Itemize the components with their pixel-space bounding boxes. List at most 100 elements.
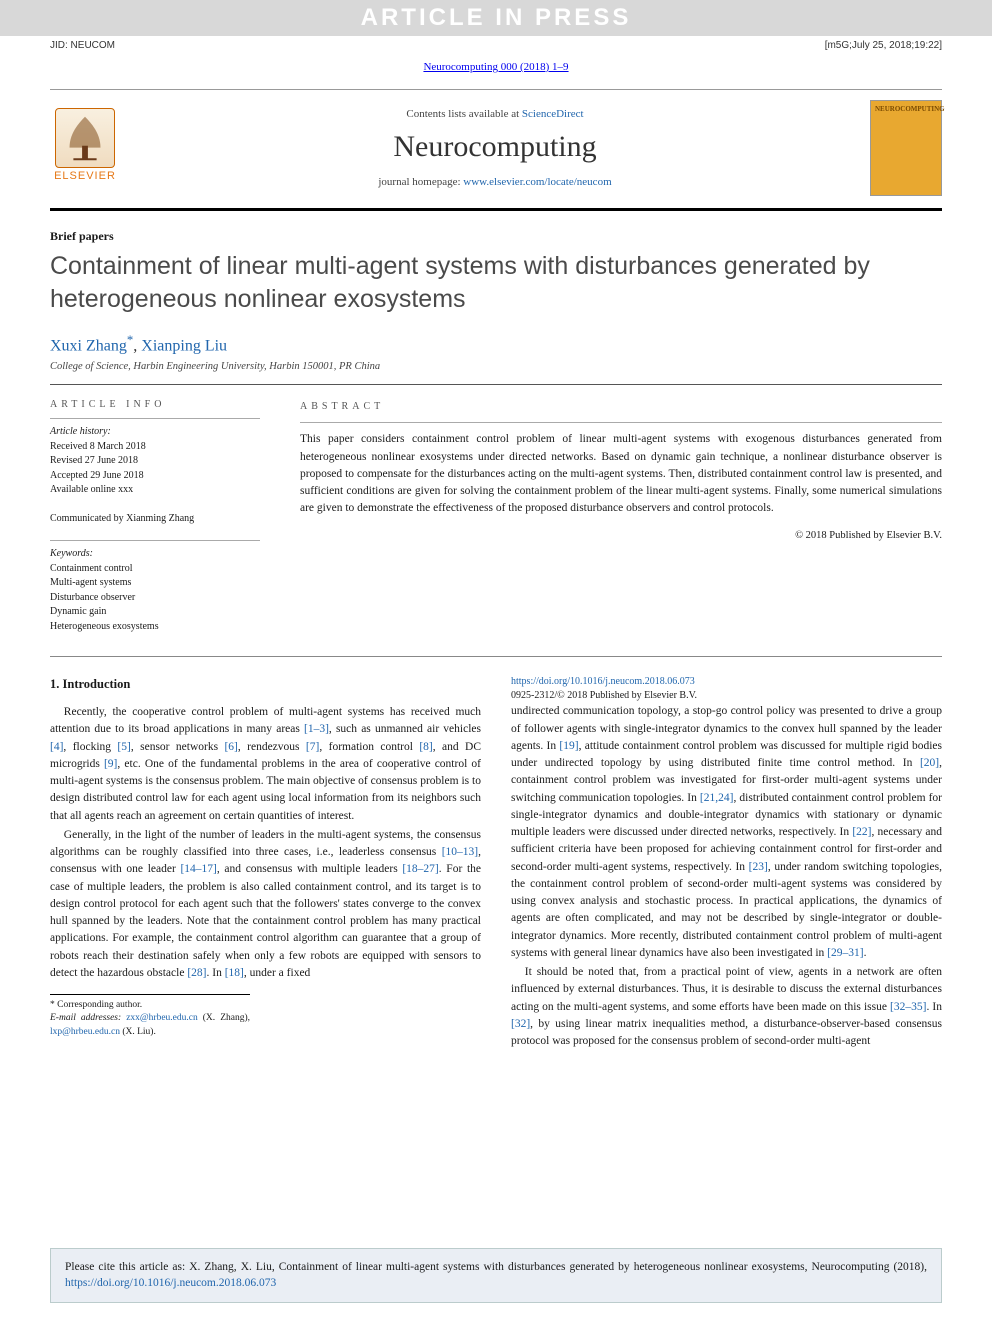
ref-link[interactable]: [7] [306, 741, 319, 753]
info-abstract-row: ARTICLE INFO Article history: Received 8… [50, 399, 942, 648]
communicated-by: Communicated by Xianming Zhang [50, 512, 260, 527]
ref-link[interactable]: [32] [511, 1018, 530, 1030]
doi-link[interactable]: https://doi.org/10.1016/j.neucom.2018.06… [511, 676, 695, 687]
text-run: . In [206, 967, 224, 979]
ref-link[interactable]: [1–3] [304, 723, 329, 735]
elsevier-logo: ELSEVIER [50, 108, 120, 188]
divider [50, 418, 260, 419]
email-line: E-mail addresses: zxx@hrbeu.edu.cn (X. Z… [50, 1012, 250, 1039]
ref-link[interactable]: [19] [559, 740, 578, 752]
author-link[interactable]: Xianping Liu [141, 337, 227, 354]
top-meta-row: JID: NEUCOM [m5G;July 25, 2018;19:22] [0, 36, 992, 55]
keyword: Dynamic gain [50, 605, 260, 620]
ref-link[interactable]: [21,24] [700, 792, 734, 804]
abstract-column: ABSTRACT This paper considers containmen… [300, 399, 942, 648]
text-run: , rendezvous [238, 741, 306, 753]
abstract-copyright: © 2018 Published by Elsevier B.V. [300, 528, 942, 544]
ref-link[interactable]: [10–13] [442, 846, 478, 858]
homepage-line: journal homepage: www.elsevier.com/locat… [136, 176, 854, 188]
production-stamp: [m5G;July 25, 2018;19:22] [825, 40, 942, 51]
cover-thumb-title: NEUROCOMPUTING [875, 105, 937, 113]
text-run: . In [926, 1001, 942, 1013]
body-paragraph: Recently, the cooperative control proble… [50, 704, 481, 825]
ref-link[interactable]: [23] [749, 861, 768, 873]
keywords-block: Keywords: Containment control Multi-agen… [50, 547, 260, 634]
ref-link[interactable]: [28] [187, 967, 206, 979]
keywords-label: Keywords: [50, 547, 260, 562]
text-run: , such as unmanned air vehicles [329, 723, 481, 735]
sciencedirect-link[interactable]: ScienceDirect [522, 108, 584, 120]
article-main: Brief papers Containment of linear multi… [0, 211, 992, 1051]
journal-name: Neurocomputing [136, 130, 854, 164]
info-heading: ARTICLE INFO [50, 399, 260, 410]
ref-link[interactable]: [9] [104, 758, 117, 770]
text-run: . [864, 947, 867, 959]
article-in-press-banner: ARTICLE IN PRESS [0, 0, 992, 36]
text-run: , formation control [319, 741, 419, 753]
corresponding-author-note: * Corresponding author. [50, 999, 250, 1012]
journal-id: JID: NEUCOM [50, 40, 115, 51]
ref-link[interactable]: [22] [852, 826, 871, 838]
text-run: , and consensus with multiple leaders [217, 863, 402, 875]
article-title: Containment of linear multi-agent system… [50, 250, 942, 315]
body-paragraph: undirected communication topology, a sto… [511, 703, 942, 962]
divider [300, 422, 942, 423]
ref-link[interactable]: [18–27] [402, 863, 438, 875]
divider [50, 384, 942, 385]
journal-cover-thumb: NEUROCOMPUTING [870, 100, 942, 196]
text-run: It should be noted that, from a practica… [511, 966, 942, 1013]
ref-link[interactable]: [5] [117, 741, 130, 753]
header-center: Contents lists available at ScienceDirec… [136, 108, 854, 188]
footnote-block: * Corresponding author. E-mail addresses… [50, 994, 250, 1039]
journal-header: ELSEVIER Contents lists available at Sci… [50, 89, 942, 211]
ref-link[interactable]: [32–35] [890, 1001, 926, 1013]
history-item: Available online xxx [50, 483, 260, 498]
cite-doi-link[interactable]: https://doi.org/10.1016/j.neucom.2018.06… [65, 1277, 276, 1289]
history-item: Received 8 March 2018 [50, 440, 260, 455]
text-run: , flocking [63, 741, 117, 753]
ref-link[interactable]: [4] [50, 741, 63, 753]
citation-line: Neurocomputing 000 (2018) 1–9 [0, 55, 992, 79]
text-run: , under a fixed [244, 967, 310, 979]
keyword: Disturbance observer [50, 591, 260, 606]
contents-prefix: Contents lists available at [406, 108, 521, 120]
text-run: Generally, in the light of the number of… [50, 829, 481, 858]
text-run: . For the case of multiple leaders, the … [50, 863, 481, 979]
history-item: Accepted 29 June 2018 [50, 469, 260, 484]
homepage-link[interactable]: www.elsevier.com/locate/neucom [463, 176, 611, 188]
text-run: , by using linear matrix inequalities me… [511, 1018, 942, 1047]
doi-block: https://doi.org/10.1016/j.neucom.2018.06… [511, 675, 942, 703]
body-columns: 1. Introduction Recently, the cooperativ… [50, 675, 942, 1050]
divider [50, 656, 942, 657]
author-email-link[interactable]: lxp@hrbeu.edu.cn [50, 1027, 120, 1037]
issn-copyright: 0925-2312/© 2018 Published by Elsevier B… [511, 690, 697, 701]
citation-link[interactable]: Neurocomputing 000 (2018) 1–9 [423, 61, 568, 73]
body-paragraph: Generally, in the light of the number of… [50, 827, 481, 982]
ref-link[interactable]: [18] [225, 967, 244, 979]
text-run: , sensor networks [131, 741, 225, 753]
article-page: ARTICLE IN PRESS JID: NEUCOM [m5G;July 2… [0, 0, 992, 1323]
contents-line: Contents lists available at ScienceDirec… [136, 108, 854, 120]
cite-text: Please cite this article as: X. Zhang, X… [65, 1261, 927, 1273]
author-link[interactable]: Xuxi Zhang [50, 337, 127, 354]
text-run: (X. Liu). [120, 1027, 156, 1037]
section-heading: 1. Introduction [50, 675, 481, 694]
article-info-column: ARTICLE INFO Article history: Received 8… [50, 399, 260, 648]
history-label: Article history: [50, 425, 260, 440]
history-item: Revised 27 June 2018 [50, 454, 260, 469]
ref-link[interactable]: [20] [920, 757, 939, 769]
article-type: Brief papers [50, 229, 942, 244]
email-label: E-mail addresses: [50, 1013, 126, 1023]
corresponding-star-icon: * [127, 333, 133, 347]
please-cite-box: Please cite this article as: X. Zhang, X… [50, 1248, 942, 1303]
homepage-prefix: journal homepage: [378, 176, 463, 188]
text-run: (X. Zhang), [198, 1013, 250, 1023]
ref-link[interactable]: [14–17] [180, 863, 216, 875]
author-email-link[interactable]: zxx@hrbeu.edu.cn [126, 1013, 198, 1023]
ref-link[interactable]: [6] [224, 741, 237, 753]
author-list: Xuxi Zhang*, Xianping Liu [50, 333, 942, 355]
divider [50, 540, 260, 541]
abstract-text: This paper considers containment control… [300, 431, 942, 517]
ref-link[interactable]: [29–31] [827, 947, 863, 959]
ref-link[interactable]: [8] [419, 741, 432, 753]
